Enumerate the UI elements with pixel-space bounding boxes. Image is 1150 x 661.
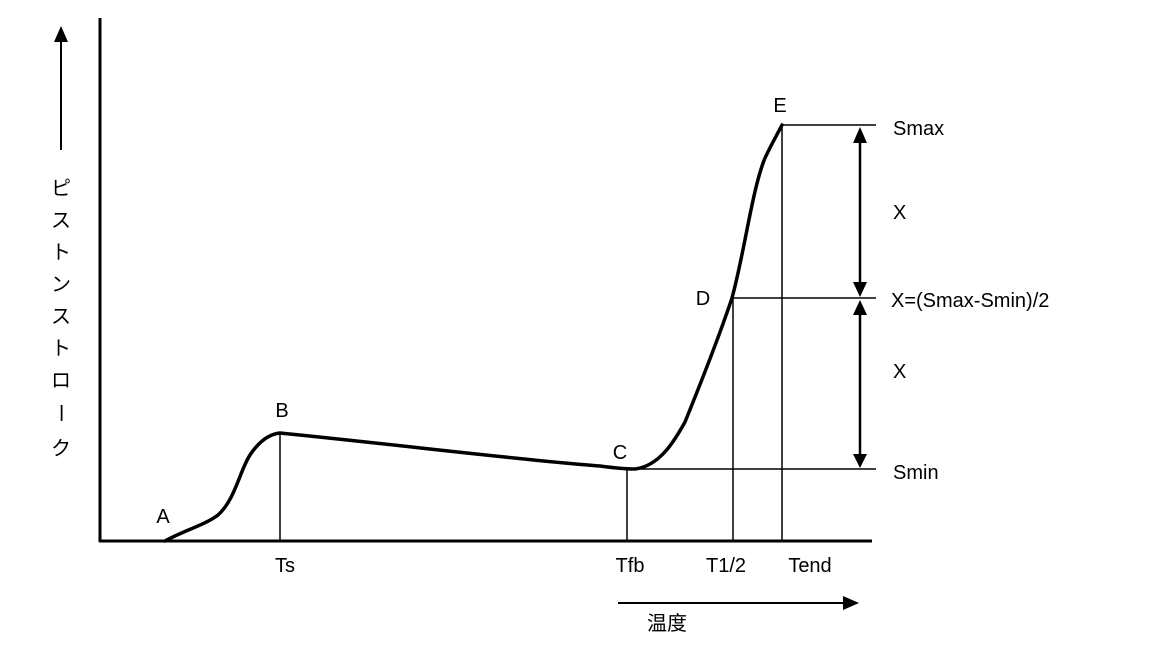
- point-label-d: D: [696, 288, 710, 310]
- flow-curve-diagram: ピ ス ト ン ス ト ロ ー ク A B C D E Smax X X=: [0, 0, 1150, 661]
- dimension-upper-arrow-icon: [853, 127, 867, 297]
- x-upper-label: X: [893, 202, 906, 224]
- y-label-char: ス: [51, 304, 71, 328]
- y-label-char: ン: [51, 272, 71, 296]
- smax-label: Smax: [893, 118, 944, 140]
- tick-label-ts: Ts: [275, 555, 295, 577]
- y-label-char: ト: [51, 336, 71, 360]
- point-label-a: A: [156, 506, 170, 528]
- tick-label-thalf: T1/2: [706, 555, 746, 577]
- y-label-char: ロ: [51, 368, 71, 392]
- y-label-char: ピ: [51, 176, 71, 200]
- y-label-char: ー: [49, 403, 73, 423]
- y-label-char: ス: [51, 208, 71, 232]
- point-label-e: E: [773, 95, 786, 117]
- tick-label-tfb: Tfb: [616, 555, 645, 577]
- y-axis-label: ピ ス ト ン ス ト ロ ー ク: [49, 176, 73, 460]
- point-label-b: B: [275, 400, 288, 422]
- mid-formula-label: X=(Smax-Smin)/2: [891, 290, 1049, 312]
- point-label-c: C: [613, 442, 627, 464]
- x-lower-label: X: [893, 361, 906, 383]
- stroke-curve: [165, 125, 782, 541]
- y-axis-arrow-icon: [54, 26, 68, 150]
- x-axis-label: 温度: [647, 611, 687, 635]
- dimension-lower-arrow-icon: [853, 300, 867, 468]
- y-label-char: ク: [51, 436, 71, 460]
- smin-label: Smin: [893, 462, 939, 484]
- tick-label-tend: Tend: [788, 555, 831, 577]
- x-axis-arrow-icon: [618, 596, 859, 610]
- y-label-char: ト: [51, 240, 71, 264]
